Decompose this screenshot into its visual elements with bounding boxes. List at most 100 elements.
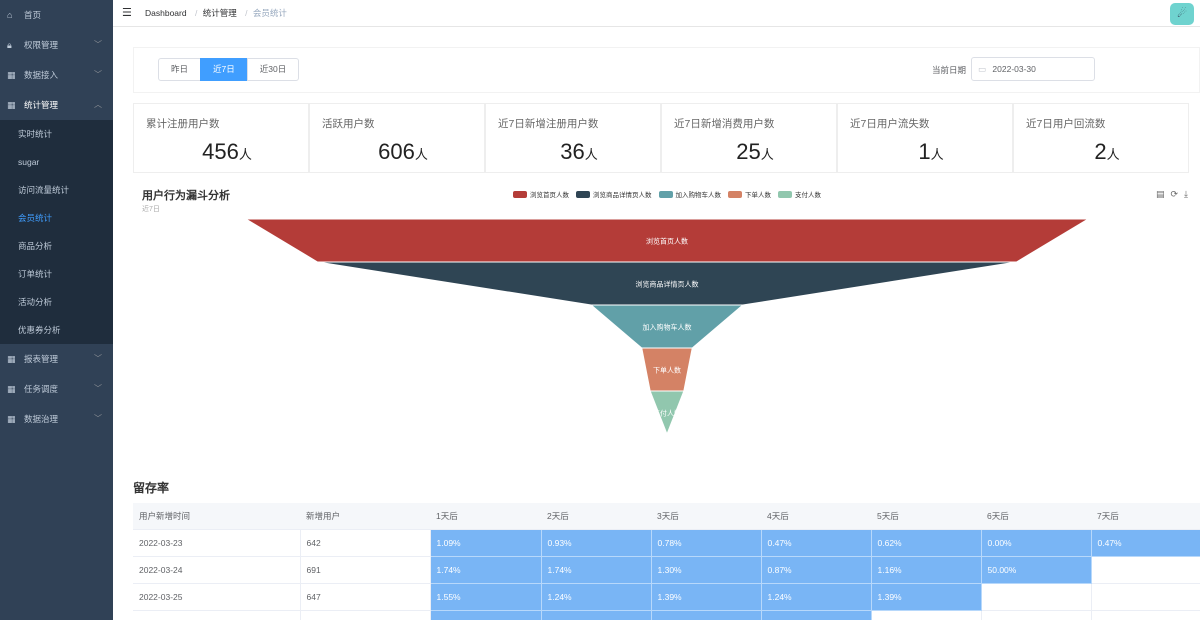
restore-icon[interactable]: ⟳ (1170, 189, 1179, 199)
funnel-segment[interactable] (649, 390, 685, 436)
retention-rate-cell: 0.62% (871, 529, 982, 557)
user-avatar[interactable]: ☄ (1170, 3, 1194, 25)
chevron-up-icon: ︿ (94, 100, 102, 109)
data-view-icon[interactable]: ▤ (1155, 189, 1165, 199)
table-row (133, 610, 1200, 620)
submenu-item-0[interactable]: 实时统计 (18, 129, 53, 139)
retention-rate-cell: 0.78% (651, 529, 762, 557)
empty-cell (871, 610, 982, 620)
stat-label: 近7日新增消费用户数 (674, 118, 775, 130)
retention-rate-cell: 0.93% (541, 529, 652, 557)
legend-swatch (728, 190, 742, 198)
legend-label: 浏览首页人数 (530, 192, 569, 199)
empty-cell (1091, 556, 1200, 584)
submenu-item-3[interactable]: 会员统计 (18, 213, 53, 223)
new-users-cell (300, 610, 431, 620)
chevron-down-icon: ﹀ (94, 70, 102, 79)
sidebar-item-after-0[interactable]: ▦ 报表管理 ﹀ (0, 344, 113, 374)
top-navbar: ☰ Dashboard / 统计管理 / 会员统计 ☄ (113, 0, 1200, 27)
legend-label: 支付人数 (795, 192, 821, 199)
legend-item[interactable]: 浏览首页人数 (513, 189, 569, 199)
chart-legend: 浏览首页人数 浏览商品详情页人数 加入购物车人数 下单人数 支付人数 (513, 189, 828, 199)
filter-bar: 昨日 近7日 近30日 当前日期 ▭ 2022-03-30 (133, 47, 1200, 93)
date-cell: 2022-03-25 (133, 583, 301, 611)
table-header-cell: 用户新增时间 (133, 503, 300, 530)
stat-card: 累计注册用户数 456人 (133, 103, 309, 173)
stat-value-wrap: 1人 (850, 139, 1012, 165)
sidebar-item-after-1[interactable]: ▦ 任务调度 ﹀ (0, 374, 113, 404)
empty-cell (1091, 610, 1200, 620)
table-header-cell: 5天后 (871, 503, 981, 530)
stats-submenu: 实时统计 sugar 访问流量统计 会员统计商品分析订单统计活动分析优惠券分析 (0, 120, 113, 344)
legend-item[interactable]: 浏览商品详情页人数 (576, 189, 652, 199)
legend-item[interactable]: 支付人数 (778, 189, 821, 199)
legend-swatch (778, 190, 792, 198)
legend-item[interactable]: 加入购物车人数 (658, 189, 722, 199)
submenu-item-5[interactable]: 订单统计 (18, 269, 53, 279)
new-users-cell: 691 (300, 556, 431, 584)
legend-label: 加入购物车人数 (675, 192, 722, 199)
submenu-item-2[interactable]: 访问流量统计 (18, 185, 70, 195)
stat-unit: 人 (238, 147, 252, 162)
range-button-2[interactable]: 近30日 (246, 58, 300, 81)
legend-item[interactable]: 下单人数 (728, 189, 771, 199)
date-cell (133, 610, 301, 620)
legend-swatch (513, 190, 527, 198)
funnel-label: 浏览商品详情页人数 (636, 280, 699, 289)
retention-rate-cell: 1.39% (871, 583, 982, 611)
table-header-cell: 新增用户 (300, 503, 430, 530)
grid-icon: ▦ (7, 354, 16, 364)
breadcrumb-item-stats[interactable]: 统计管理 (202, 8, 237, 18)
dashboard-icon: ⌂ (7, 10, 13, 20)
stat-card: 近7日用户流失数 1人 (837, 103, 1013, 173)
range-button-1[interactable]: 近7日 (200, 58, 248, 81)
range-button-0[interactable]: 昨日 (158, 58, 202, 81)
legend-swatch (576, 190, 590, 198)
chart-toolbox: ▤ ⟳ ⤓ (1156, 189, 1188, 200)
table-row: 2022-03-24 691 1.74% 1.74% 1.30% 0.87% 1.16% 50… (133, 556, 1200, 584)
table-header-cell: 4天后 (761, 503, 871, 530)
chart-title: 用户行为漏斗分析 (142, 190, 230, 202)
breadcrumb: Dashboard / 统计管理 / 会员统计 (145, 7, 290, 19)
breadcrumb-item-dashboard[interactable]: Dashboard (145, 8, 187, 18)
stat-value: 36 (560, 139, 585, 164)
funnel-chart: 浏览首页人数 浏览商品详情页人数 加入购物车人数 下单人数 支付人数 用户行为漏斗分析 … (133, 184, 1200, 467)
submenu-item-4[interactable]: 商品分析 (18, 241, 53, 251)
sidebar-item-2[interactable]: ▦ 数据接入 ﹀ (0, 60, 113, 90)
submenu-item-6[interactable]: 活动分析 (18, 297, 53, 307)
date-label: 当前日期 (932, 65, 967, 75)
funnel-label: 支付人数 (653, 409, 681, 418)
stat-value-wrap: 456人 (146, 139, 308, 165)
funnel-label: 下单人数 (653, 366, 681, 375)
retention-rate-cell: 1.39% (651, 583, 762, 611)
date-value: 2022-03-30 (992, 64, 1036, 74)
submenu-item-7[interactable]: 优惠券分析 (18, 325, 61, 335)
breadcrumb-separator: / (245, 8, 248, 18)
breadcrumb-separator: / (194, 8, 198, 18)
save-image-icon[interactable]: ⤓ (1184, 189, 1188, 199)
sidebar-item-label: 数据接入 (24, 70, 59, 80)
retention-rate-cell: 0.00% (981, 529, 1092, 557)
stat-value-wrap: 36人 (498, 139, 660, 165)
stat-label: 近7日新增注册用户数 (498, 118, 599, 130)
sidebar-item-3[interactable]: ▦ 统计管理 ︿ (0, 90, 113, 120)
sidebar-item-0[interactable]: ⌂ 首页 (0, 0, 113, 30)
grid-icon: ▦ (7, 384, 16, 394)
breadcrumb-item-current: 会员统计 (252, 8, 287, 18)
grid-icon: ▦ (7, 414, 16, 424)
sidebar-item-1[interactable]: 🔒︎ 权限管理 ﹀ (0, 30, 113, 60)
main-content: 昨日 近7日 近30日 当前日期 ▭ 2022-03-30 累计注册用户数 456人活… (113, 27, 1200, 620)
stat-unit: 人 (414, 147, 428, 162)
sidebar-item-after-2[interactable]: ▦ 数据治理 ﹀ (0, 404, 113, 434)
date-cell: 2022-03-24 (133, 556, 301, 584)
legend-swatch (658, 190, 673, 198)
empty-cell (981, 583, 1092, 611)
table-row: 2022-03-25 647 1.55% 1.24% 1.39% 1.24% 1.39% (133, 583, 1200, 611)
stat-card: 近7日新增消费用户数 25人 (661, 103, 837, 173)
retention-rate-cell: 1.24% (761, 583, 872, 611)
retention-rate-cell: 1.74% (430, 556, 542, 584)
table-header-cell: 7天后 (1091, 503, 1200, 530)
submenu-item-1[interactable]: sugar (18, 157, 40, 167)
hamburger-menu-icon[interactable]: ☰ (122, 7, 132, 19)
date-picker-input[interactable]: ▭ 2022-03-30 (971, 57, 1095, 81)
